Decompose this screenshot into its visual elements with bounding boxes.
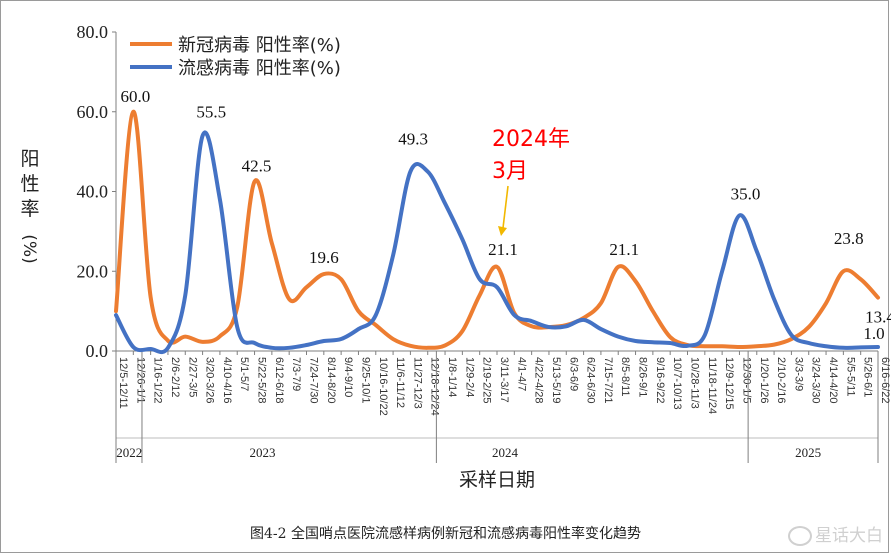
x-tick-label: 2/27-3/5 (186, 357, 198, 397)
x-tick-label: 8/5-8/11 (619, 357, 631, 397)
watermark: 星话大白 (788, 521, 883, 546)
year-label: 2022 (116, 445, 142, 460)
data-label: 35.0 (731, 184, 761, 203)
x-tick-label: 9/16-9/22 (654, 357, 666, 403)
year-label: 2024 (492, 445, 519, 460)
data-label: 23.8 (834, 229, 864, 248)
legend-label: 新冠病毒 阳性率(%) (178, 35, 341, 56)
x-tick-label: 10/7-10/13 (671, 357, 683, 410)
x-tick-label: 2/19-2/25 (481, 357, 493, 403)
x-tick-label: 6/3-6/9 (567, 357, 579, 391)
data-label: 21.1 (609, 240, 639, 259)
x-tick-label: 5/5-5/11 (844, 357, 856, 397)
x-tick-label: 1/20-1/26 (758, 357, 770, 403)
x-tick-label: 1/29-2/4 (463, 357, 475, 397)
data-label: 55.5 (196, 103, 226, 122)
y-tick-label: 0.0 (86, 341, 109, 361)
y-axis-title-unit: (%) (19, 234, 39, 263)
x-tick-label: 3/11-3/17 (498, 357, 510, 403)
x-tick-label: 2/10-2/16 (775, 357, 787, 403)
x-tick-label: 5/1-5/7 (238, 357, 250, 391)
x-tick-label: 12/26-1/1 (134, 357, 146, 403)
data-label: 60.0 (120, 87, 150, 106)
x-tick-label: 10/28-11/3 (689, 357, 701, 409)
y-tick-label: 40.0 (77, 182, 109, 202)
x-tick-label: 11/18-11/24 (706, 357, 718, 414)
x-tick-label: 3/20-3/26 (204, 357, 216, 403)
data-label: 21.1 (488, 240, 518, 259)
x-tick-label: 1/16-1/22 (152, 357, 164, 403)
annotation-text: 2024年 (492, 127, 570, 152)
x-tick-label: 12/18-12/24 (429, 357, 441, 416)
x-tick-label: 9/4-9/10 (342, 357, 354, 397)
x-tick-label: 6/16-6/22 (879, 357, 891, 403)
x-tick-label: 7/3-7/9 (290, 357, 302, 391)
x-tick-label: 12/5-12/11 (117, 357, 129, 409)
series-line-influenza (114, 130, 880, 355)
x-tick-label: 11/6-11/12 (394, 357, 406, 408)
x-tick-label: 10/16-10/22 (377, 357, 389, 416)
x-tick-label: 4/22-4/28 (533, 357, 545, 403)
y-axis-title-char: 性 (20, 173, 39, 195)
annotation-arrow-line (502, 185, 509, 229)
annotation-arrow-head (498, 226, 507, 236)
y-tick-label: 60.0 (77, 102, 109, 122)
x-tick-label: 5/22-5/28 (256, 357, 268, 403)
data-label: 13.4 (865, 308, 891, 327)
year-label: 2023 (250, 445, 276, 460)
x-tick-label: 8/14-8/20 (325, 357, 337, 403)
line-chart: 0.0 20.0 40.0 60.0 80.0 阳性率 (%) 12/5-12/11 12/26… (19, 22, 891, 491)
y-axis-title: 阳性率 (%) (19, 148, 40, 264)
x-tick-label: 4/1-4/7 (515, 357, 527, 391)
y-tick-label: 20.0 (77, 261, 109, 281)
x-tick-label: 5/26-6/1 (862, 357, 874, 397)
legend-label: 流感病毒 阳性率(%) (178, 58, 341, 79)
x-tick-label: 9/25-10/1 (359, 357, 371, 403)
data-label: 49.3 (398, 129, 428, 148)
x-tick-label: 4/14-4/20 (827, 357, 839, 403)
x-tick-label: 7/24-7/30 (308, 357, 320, 403)
year-label: 2025 (795, 445, 821, 460)
x-tick-label: 4/10-4/16 (221, 357, 233, 403)
x-tick-label: 6/24-6/30 (585, 357, 597, 403)
figure-caption: 图4-2 全国哨点医院流感样病例新冠和流感病毒阳性率变化趋势 (250, 526, 641, 542)
x-tick-label: 3/24-3/30 (810, 357, 822, 403)
series-line-covid (114, 109, 880, 350)
y-axis-title-char: 阳 (20, 148, 39, 170)
x-tick-label: 12/9-12/15 (723, 357, 735, 410)
watermark-text: 星话大白 (815, 526, 883, 546)
annotation-text: 3月 (492, 159, 528, 184)
x-tick-label: 12/30-1/5 (740, 357, 752, 403)
x-tick-label: 5/13-5/19 (550, 357, 562, 403)
y-tick-label: 80.0 (77, 22, 109, 42)
x-tick-label: 11/27-12/3 (411, 357, 423, 409)
y-axis-title-char: 率 (20, 198, 39, 220)
data-label: 19.6 (309, 248, 339, 267)
x-tick-label: 2/6-2/12 (169, 357, 181, 397)
legend: 新冠病毒 阳性率(%)流感病毒 阳性率(%) (130, 35, 341, 79)
data-label: 42.5 (242, 157, 272, 176)
weibo-logo-icon (788, 526, 812, 546)
x-tick-label: 3/3-3/9 (792, 357, 804, 391)
x-tick-label: 8/26-9/1 (637, 357, 649, 397)
x-tick-label: 7/15-7/21 (602, 357, 614, 403)
x-tick-label: 6/12-6/18 (273, 357, 285, 403)
x-tick-label: 1/8-1/14 (446, 357, 458, 397)
data-label: 1.0 (863, 324, 884, 343)
annotation: 2024年 3月 (492, 127, 570, 236)
x-axis-title: 采样日期 (459, 469, 535, 491)
